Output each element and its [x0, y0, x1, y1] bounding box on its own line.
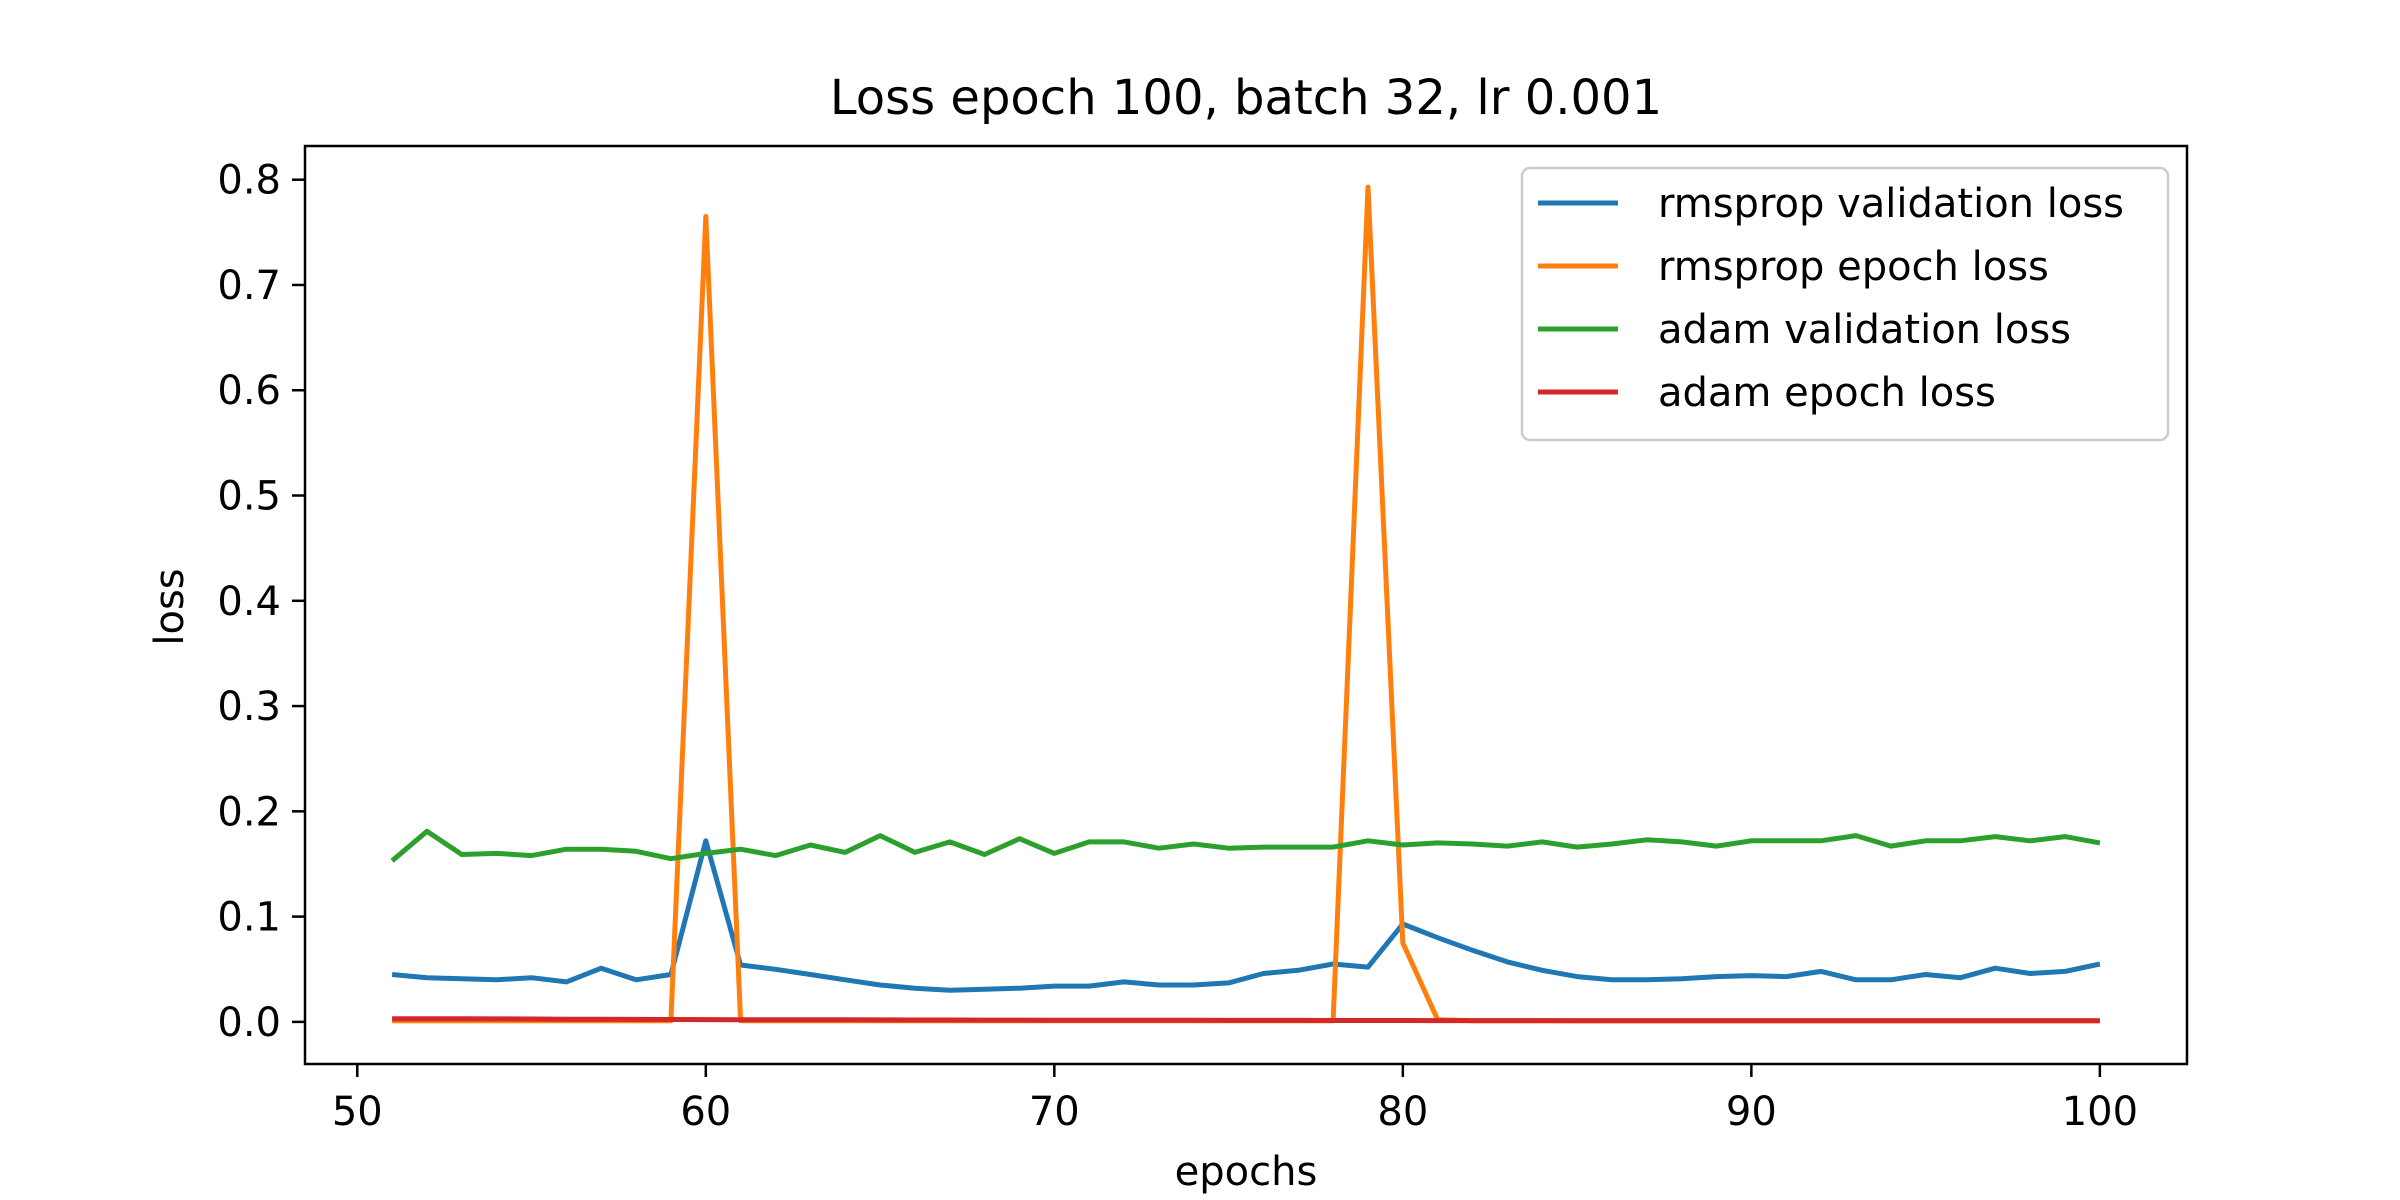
y-axis-label: loss — [147, 568, 193, 645]
y-tick-label: 0.8 — [217, 158, 281, 204]
y-tick-label: 0.4 — [217, 579, 281, 625]
x-tick-label: 70 — [1029, 1089, 1080, 1135]
legend-label: adam validation loss — [1658, 307, 2071, 353]
legend: rmsprop validation loss rmsprop epoch los… — [1520, 166, 2170, 442]
axes-frame — [303, 144, 2189, 1066]
series-line-2 — [390, 828, 2101, 863]
legend-label: rmsprop epoch loss — [1658, 244, 2049, 290]
y-tick-label: 0.0 — [217, 1000, 281, 1046]
x-axis-label: epochs — [1175, 1149, 1318, 1195]
y-tick-label: 0.3 — [217, 684, 281, 730]
series-line-3 — [392, 1016, 2100, 1024]
y-tick-label: 0.7 — [217, 263, 281, 309]
legend-label: adam epoch loss — [1658, 370, 1996, 416]
y-tick-label: 0.1 — [217, 895, 281, 941]
series-line-0 — [391, 838, 2101, 993]
y-tick-label: 0.5 — [217, 474, 281, 520]
legend-box — [1520, 166, 2170, 442]
x-tick-label: 80 — [1377, 1089, 1428, 1135]
x-tick-label: 60 — [680, 1089, 731, 1135]
y-tick-label: 0.6 — [217, 368, 281, 414]
legend-label: rmsprop validation loss — [1658, 181, 2124, 227]
x-tick-label: 100 — [2062, 1089, 2138, 1135]
x-tick-label: 90 — [1726, 1089, 1777, 1135]
chart-title: Loss epoch 100, batch 32, lr 0.001 — [830, 70, 1662, 126]
series-lines — [390, 184, 2101, 1024]
x-tick-label: 50 — [332, 1089, 383, 1135]
y-tick-label: 0.2 — [217, 789, 281, 835]
axis-ticks: 50 60 70 80 90 100 0.0 0.1 0.2 0.3 0.4 0.5 0.6 0.7 0.8 — [217, 158, 2138, 1135]
